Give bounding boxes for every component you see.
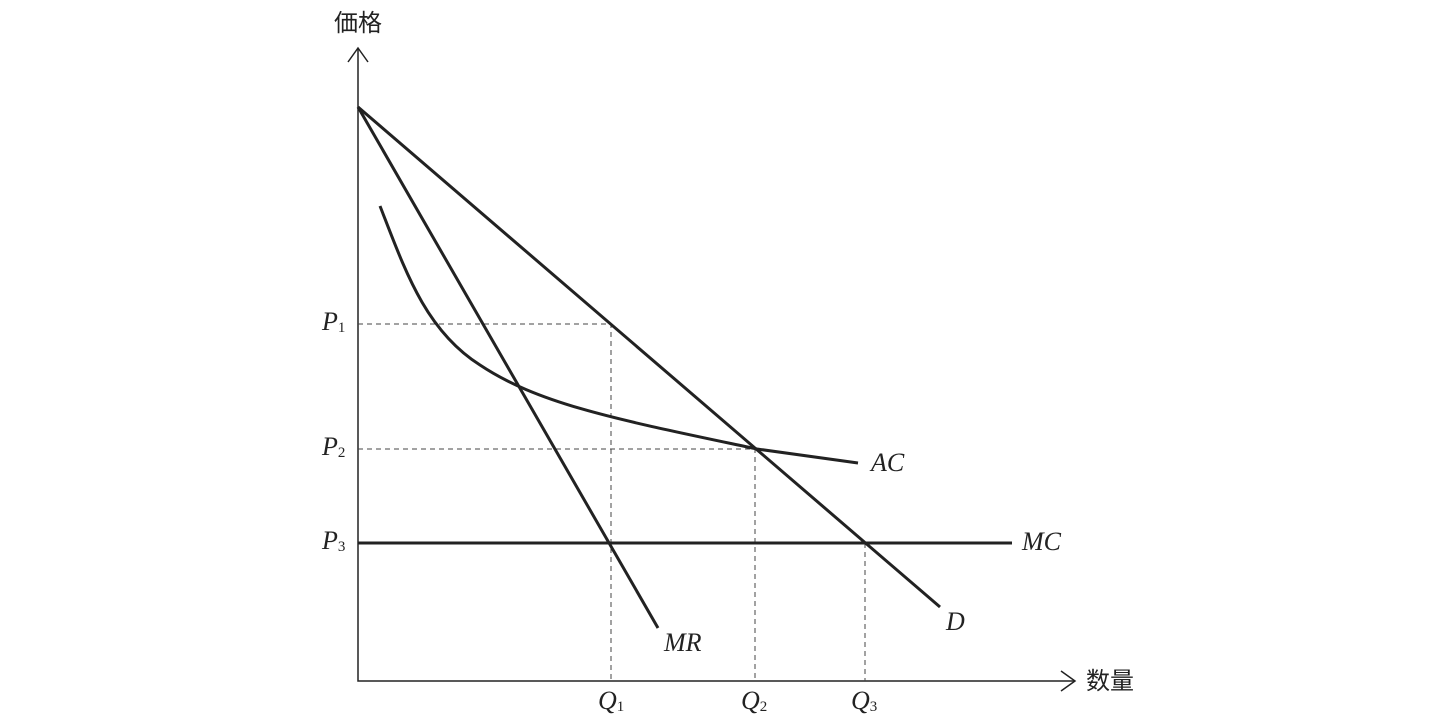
x-arrow [1060,670,1077,692]
price-label: P2 [321,432,345,461]
x-axis-label: 数量 [1086,667,1134,695]
label-part: Q [598,686,617,715]
guide-lines [358,323,866,681]
axes [357,48,1075,682]
price-label: P1 [321,307,345,336]
quantity-label: Q1 [598,686,624,715]
price-label: P3 [321,526,345,555]
mr-curve [356,106,660,629]
curve-label: MC [1021,527,1062,556]
curve-label: MR [663,628,702,657]
label-part: 3 [338,539,346,555]
label-part: Q [851,686,870,715]
label-part: 2 [338,445,346,461]
label-part: 1 [617,699,625,715]
curve-label: AC [869,448,905,477]
y-arrow [347,46,369,63]
quantity-label: Q3 [851,686,877,715]
ac-curve [378,205,859,465]
label-part: 2 [760,699,768,715]
y-axis-label: 価格 [334,9,382,37]
label-part: Q [741,686,760,715]
label-part: 1 [338,320,346,336]
curve-label: D [945,607,965,636]
label-part: 3 [870,699,878,715]
label-part: P [321,432,338,461]
quantity-label: Q2 [741,686,767,715]
demand-curve [357,105,941,609]
label-part: P [321,307,338,336]
label-part: P [321,526,338,555]
